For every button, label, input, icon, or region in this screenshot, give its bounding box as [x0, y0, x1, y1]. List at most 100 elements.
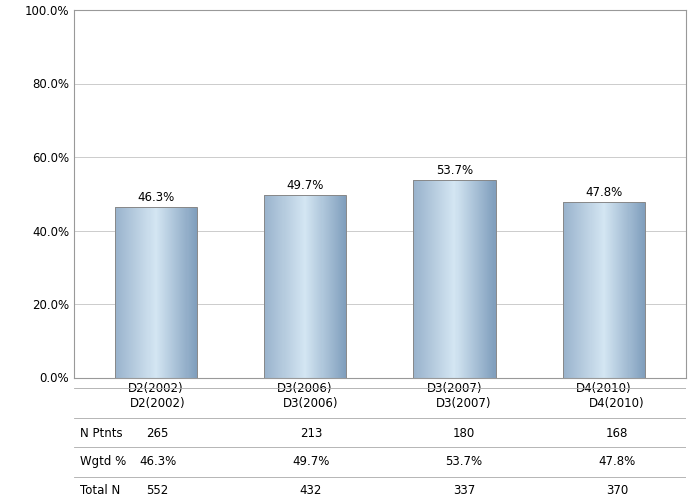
Bar	[491, 180, 493, 378]
Bar	[170, 208, 172, 378]
Bar	[421, 180, 423, 378]
Text: D3(2006): D3(2006)	[283, 397, 339, 410]
Bar	[172, 208, 174, 378]
Text: N Ptnts: N Ptnts	[80, 426, 122, 440]
Bar	[477, 180, 478, 378]
Bar	[489, 180, 491, 378]
Bar	[427, 180, 428, 378]
Bar	[469, 180, 470, 378]
Bar	[435, 180, 436, 378]
Bar	[629, 202, 630, 378]
Bar	[141, 208, 143, 378]
Bar	[614, 202, 615, 378]
Bar	[139, 208, 141, 378]
Bar	[335, 195, 336, 378]
Bar	[136, 208, 137, 378]
Bar	[631, 202, 633, 378]
Bar	[470, 180, 471, 378]
Bar	[605, 202, 606, 378]
Bar	[570, 202, 571, 378]
Bar	[164, 208, 165, 378]
Bar	[274, 195, 275, 378]
Bar	[162, 208, 163, 378]
Bar	[600, 202, 601, 378]
Bar	[452, 180, 454, 378]
Bar	[119, 208, 120, 378]
Bar	[332, 195, 333, 378]
Bar	[127, 208, 128, 378]
Bar	[466, 180, 467, 378]
Bar	[306, 195, 307, 378]
Bar	[319, 195, 321, 378]
Bar	[442, 180, 443, 378]
Text: D4(2010): D4(2010)	[589, 397, 645, 410]
Bar	[592, 202, 593, 378]
Bar	[271, 195, 272, 378]
Bar	[196, 208, 197, 378]
Bar	[603, 202, 604, 378]
Bar	[124, 208, 125, 378]
Bar	[456, 180, 458, 378]
Bar	[298, 195, 299, 378]
Bar	[292, 195, 293, 378]
Bar	[129, 208, 130, 378]
Bar	[428, 180, 429, 378]
Bar	[594, 202, 596, 378]
Bar	[325, 195, 326, 378]
Bar	[159, 208, 160, 378]
Bar	[486, 180, 487, 378]
Bar	[337, 195, 338, 378]
Bar	[133, 208, 134, 378]
Bar	[606, 202, 607, 378]
Bar	[339, 195, 340, 378]
Text: 46.3%: 46.3%	[137, 192, 174, 204]
Bar	[419, 180, 421, 378]
Bar	[485, 180, 486, 378]
Bar	[138, 208, 139, 378]
Bar	[135, 208, 136, 378]
Bar	[602, 202, 603, 378]
Bar	[308, 195, 309, 378]
Bar	[483, 180, 484, 378]
Bar	[152, 208, 153, 378]
Bar	[323, 195, 325, 378]
Bar	[194, 208, 195, 378]
Bar	[296, 195, 297, 378]
Bar	[589, 202, 591, 378]
Bar	[638, 202, 639, 378]
Bar	[573, 202, 574, 378]
Bar	[585, 202, 587, 378]
Bar	[286, 195, 287, 378]
Text: Wgtd %: Wgtd %	[80, 454, 126, 468]
Bar	[340, 195, 341, 378]
Bar	[567, 202, 568, 378]
Bar	[184, 208, 186, 378]
Bar	[575, 202, 576, 378]
Bar	[276, 195, 277, 378]
Bar	[318, 195, 320, 378]
Bar	[448, 180, 449, 378]
Bar	[613, 202, 615, 378]
Bar	[481, 180, 482, 378]
Bar	[598, 202, 600, 378]
Bar	[140, 208, 141, 378]
Bar	[146, 208, 148, 378]
Text: 46.3%: 46.3%	[139, 454, 176, 468]
Bar	[153, 208, 154, 378]
Bar	[419, 180, 420, 378]
Bar	[160, 208, 161, 378]
Bar	[415, 180, 416, 378]
Text: 47.8%: 47.8%	[585, 186, 622, 199]
Bar	[424, 180, 425, 378]
Bar	[565, 202, 566, 378]
Bar	[188, 208, 190, 378]
Text: D2(2002): D2(2002)	[130, 397, 186, 410]
Bar	[429, 180, 430, 378]
Bar	[118, 208, 119, 378]
Bar	[487, 180, 489, 378]
Bar	[596, 202, 597, 378]
Bar	[150, 208, 152, 378]
Bar	[449, 180, 451, 378]
Bar	[309, 195, 310, 378]
Bar	[615, 202, 616, 378]
